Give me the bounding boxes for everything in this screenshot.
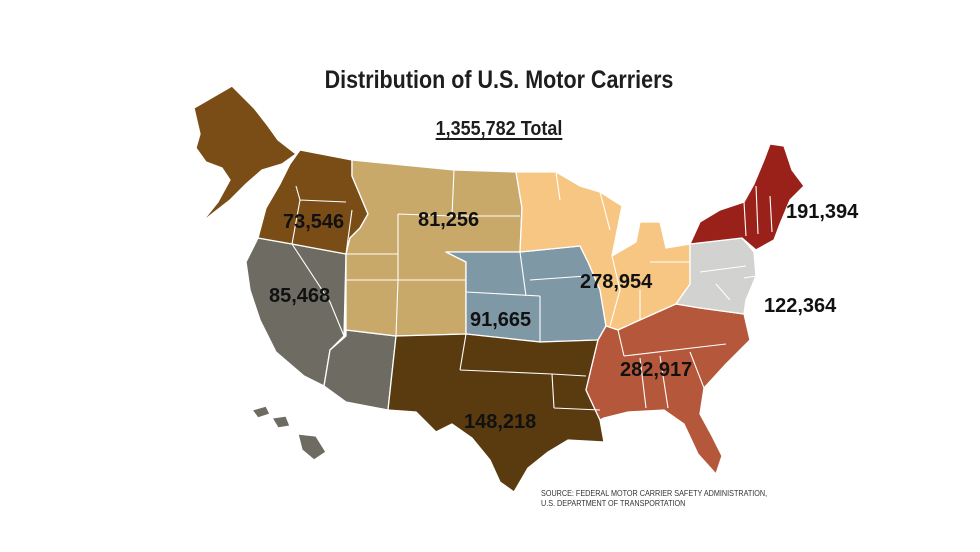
region-northeast xyxy=(689,143,805,251)
label-great-lakes: 278,954 xyxy=(580,271,653,293)
state-borders xyxy=(291,169,773,411)
map-title: Distribution of U.S. Motor Carriers xyxy=(324,66,674,94)
label-south-central: 148,218 xyxy=(464,411,536,433)
region-far-west-hawaii xyxy=(251,405,327,461)
label-mountain: 81,256 xyxy=(418,209,479,231)
label-far-west: 85,468 xyxy=(269,285,330,307)
region-mid-atlantic xyxy=(675,237,757,315)
label-central-plains: 91,665 xyxy=(470,309,531,331)
label-northwest: 73,546 xyxy=(283,211,344,233)
label-southeast: 282,917 xyxy=(620,359,692,381)
label-northeast: 191,394 xyxy=(786,201,859,223)
label-mid-atlantic: 122,364 xyxy=(764,295,837,317)
source-line-1: SOURCE: FEDERAL MOTOR CARRIER SAFETY ADM… xyxy=(541,488,768,498)
source-note: SOURCE: FEDERAL MOTOR CARRIER SAFETY ADM… xyxy=(541,488,767,508)
total-count: 1,355,782 Total xyxy=(435,118,563,140)
region-southeast xyxy=(585,303,751,475)
source-line-2: U.S. DEPARTMENT OF TRANSPORTATION xyxy=(541,498,686,508)
region-northwest-alaska xyxy=(193,85,297,223)
